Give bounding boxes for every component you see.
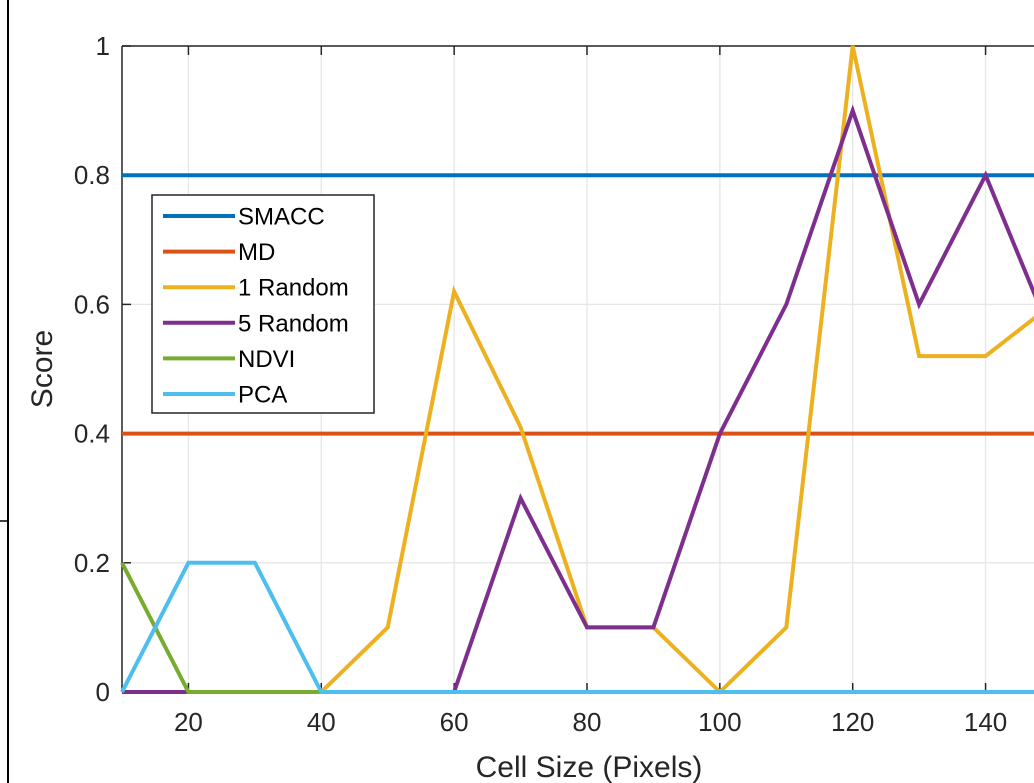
legend-box — [151, 194, 375, 414]
y-tick-label: 0 — [96, 677, 110, 707]
legend-items: SMACC MD 1 Random 5 Random NDVI PCA — [163, 204, 349, 409]
y-tick-label: 0.6 — [74, 289, 110, 319]
legend-label-pca: PCA — [238, 382, 287, 409]
legend: SMACC MD 1 Random 5 Random NDVI PCA — [151, 194, 375, 414]
legend-label-5-random: 5 Random — [238, 310, 349, 337]
x-tick-label: 20 — [174, 707, 203, 737]
x-tick-label: 60 — [440, 707, 469, 737]
tick-labels: 20 40 60 80 100 120 140 0 0.2 0.4 0.6 0.8 1 — [74, 31, 1007, 737]
x-tick-label: 40 — [307, 707, 336, 737]
data-series — [120, 45, 1034, 695]
y-tick-label: 0.4 — [74, 419, 110, 449]
x-tick-label: 120 — [831, 707, 874, 737]
x-tick-label: 80 — [573, 707, 602, 737]
legend-label-1-random: 1 Random — [238, 275, 349, 302]
x-axis-label: Cell Size (Pixels) — [476, 751, 703, 783]
y-tick-label: 1 — [96, 31, 110, 61]
legend-label-md: MD — [238, 239, 275, 266]
y-tick-label: 0.2 — [74, 548, 110, 578]
x-tick-label: 100 — [698, 707, 741, 737]
y-tick-label: 0.8 — [74, 160, 110, 190]
legend-label-smacc: SMACC — [238, 204, 325, 231]
x-tick-label: 140 — [964, 707, 1007, 737]
legend-label-ndvi: NDVI — [238, 346, 295, 373]
y-axis-label: Score — [26, 330, 59, 408]
